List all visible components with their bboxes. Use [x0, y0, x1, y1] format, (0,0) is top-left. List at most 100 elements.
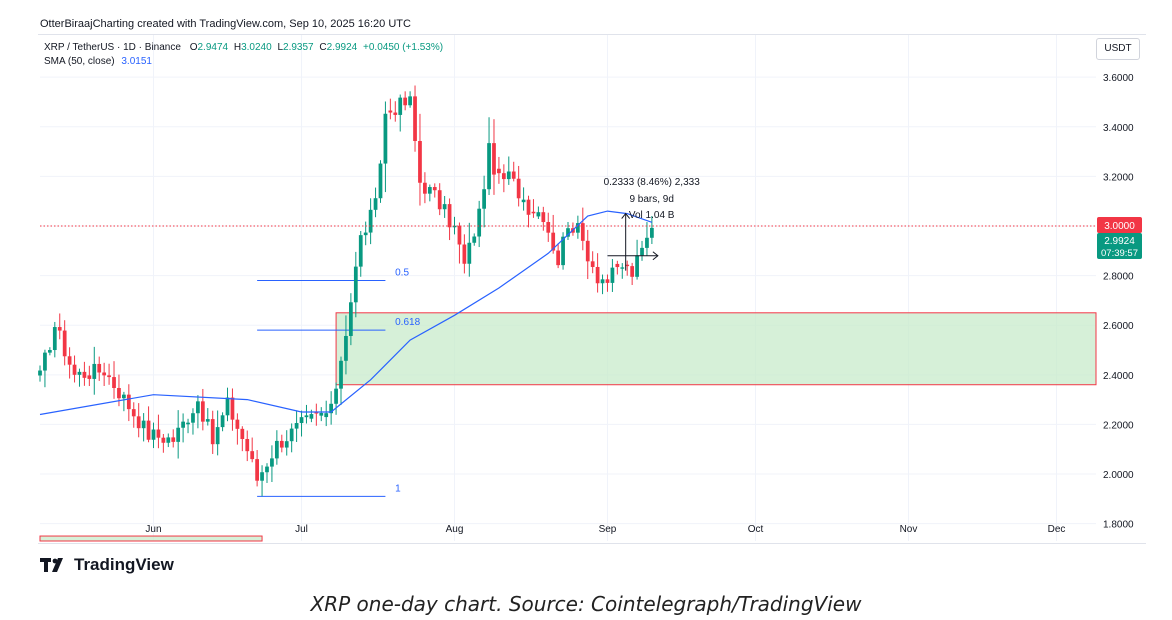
chart-zones: [39, 312, 1097, 542]
candle: [353, 251, 358, 318]
candle: [531, 199, 536, 218]
candle: [378, 160, 383, 203]
legend-sma-label: SMA (50, close): [44, 56, 115, 67]
candle-body: [274, 440, 279, 459]
x-tick-label: Dec: [1048, 524, 1066, 535]
candle: [126, 384, 131, 422]
candle: [225, 387, 230, 422]
candle-body: [358, 235, 363, 267]
tradingview-wordmark: TradingView: [74, 555, 174, 574]
candle-body: [551, 232, 556, 251]
candle-body: [294, 423, 299, 429]
candle-body: [575, 223, 580, 233]
candle-body: [477, 208, 482, 237]
candle-body: [590, 261, 595, 267]
candle-body: [427, 187, 432, 194]
candle: [492, 119, 496, 195]
candle: [566, 222, 570, 241]
candle-body: [92, 363, 97, 379]
candle: [536, 206, 541, 219]
support-zone: [335, 312, 1097, 386]
candle-body: [171, 437, 176, 442]
candle: [82, 361, 87, 386]
candle-body: [595, 266, 600, 284]
candle: [497, 156, 501, 184]
candle: [92, 346, 97, 395]
y-tick-label: 1.8000: [1103, 520, 1134, 531]
candle: [349, 293, 353, 346]
candle-body: [309, 414, 314, 419]
candle-body: [146, 420, 151, 440]
candle: [181, 413, 185, 443]
legend-symbol: XRP / TetherUS · 1D · Binance: [44, 42, 181, 53]
legend-low-label: L: [277, 42, 284, 53]
candle: [62, 320, 67, 366]
candle: [383, 101, 388, 193]
measure-label-line1: 0.2333 (8.46%) 2,333: [604, 177, 701, 188]
candle-body: [141, 420, 146, 429]
candle: [67, 347, 72, 379]
candle: [363, 221, 368, 246]
candles: [38, 85, 654, 497]
candle: [329, 391, 334, 425]
candle: [210, 410, 215, 454]
candle-body: [344, 335, 348, 361]
candle: [260, 465, 264, 497]
candle: [38, 365, 42, 382]
candle-body: [38, 370, 42, 376]
candle-body: [289, 428, 294, 442]
candle: [650, 216, 654, 245]
candle: [151, 422, 156, 449]
candle-body: [235, 419, 240, 429]
candle: [625, 260, 630, 276]
candle-body: [403, 97, 408, 106]
candle-body: [255, 459, 259, 481]
x-tick-label: Nov: [900, 524, 918, 535]
lower-zone: [39, 535, 263, 542]
candle-body: [625, 264, 630, 267]
candle-body: [77, 371, 82, 375]
candle: [344, 315, 348, 375]
tradingview-logo[interactable]: TradingView: [40, 555, 174, 575]
candle: [452, 216, 457, 235]
candle-body: [220, 415, 225, 428]
candle-body: [112, 377, 116, 388]
candle-body: [561, 236, 565, 266]
candle-body: [432, 187, 437, 191]
x-tick-label: Jul: [295, 524, 308, 535]
candle-body: [408, 96, 412, 106]
y-axis: 1.8000 2.0000 2.2000 2.4000 2.6000 2.8000 3.00…: [1103, 73, 1134, 530]
legend-sma-value: 3.0151: [121, 56, 152, 67]
candle-body: [501, 173, 506, 180]
candle-body: [210, 419, 215, 445]
candle: [161, 433, 166, 453]
currency-button[interactable]: USDT: [1096, 38, 1140, 60]
tradingview-logo-icon: [40, 558, 63, 572]
candle: [191, 408, 195, 435]
candle: [600, 274, 605, 295]
fib-label-0.5: 0.5: [395, 268, 409, 279]
candle: [107, 363, 111, 385]
candle: [645, 222, 649, 256]
candle-body: [205, 419, 210, 422]
candle: [620, 263, 625, 279]
candle-body: [492, 143, 496, 175]
candle: [615, 260, 620, 275]
candle-body: [299, 417, 304, 424]
candle: [274, 430, 279, 465]
candle: [590, 251, 595, 274]
candle: [255, 450, 259, 487]
candle-body: [462, 244, 467, 264]
candle: [398, 94, 403, 132]
legend-open: 2.9474: [197, 42, 229, 53]
candle-body: [452, 225, 457, 228]
candle: [551, 214, 556, 254]
candle: [358, 230, 363, 277]
candle: [52, 321, 57, 358]
candle: [427, 184, 432, 202]
candle-body: [442, 204, 447, 210]
candle-body: [181, 421, 185, 428]
candle-body: [645, 237, 649, 248]
candle-body: [447, 204, 452, 228]
